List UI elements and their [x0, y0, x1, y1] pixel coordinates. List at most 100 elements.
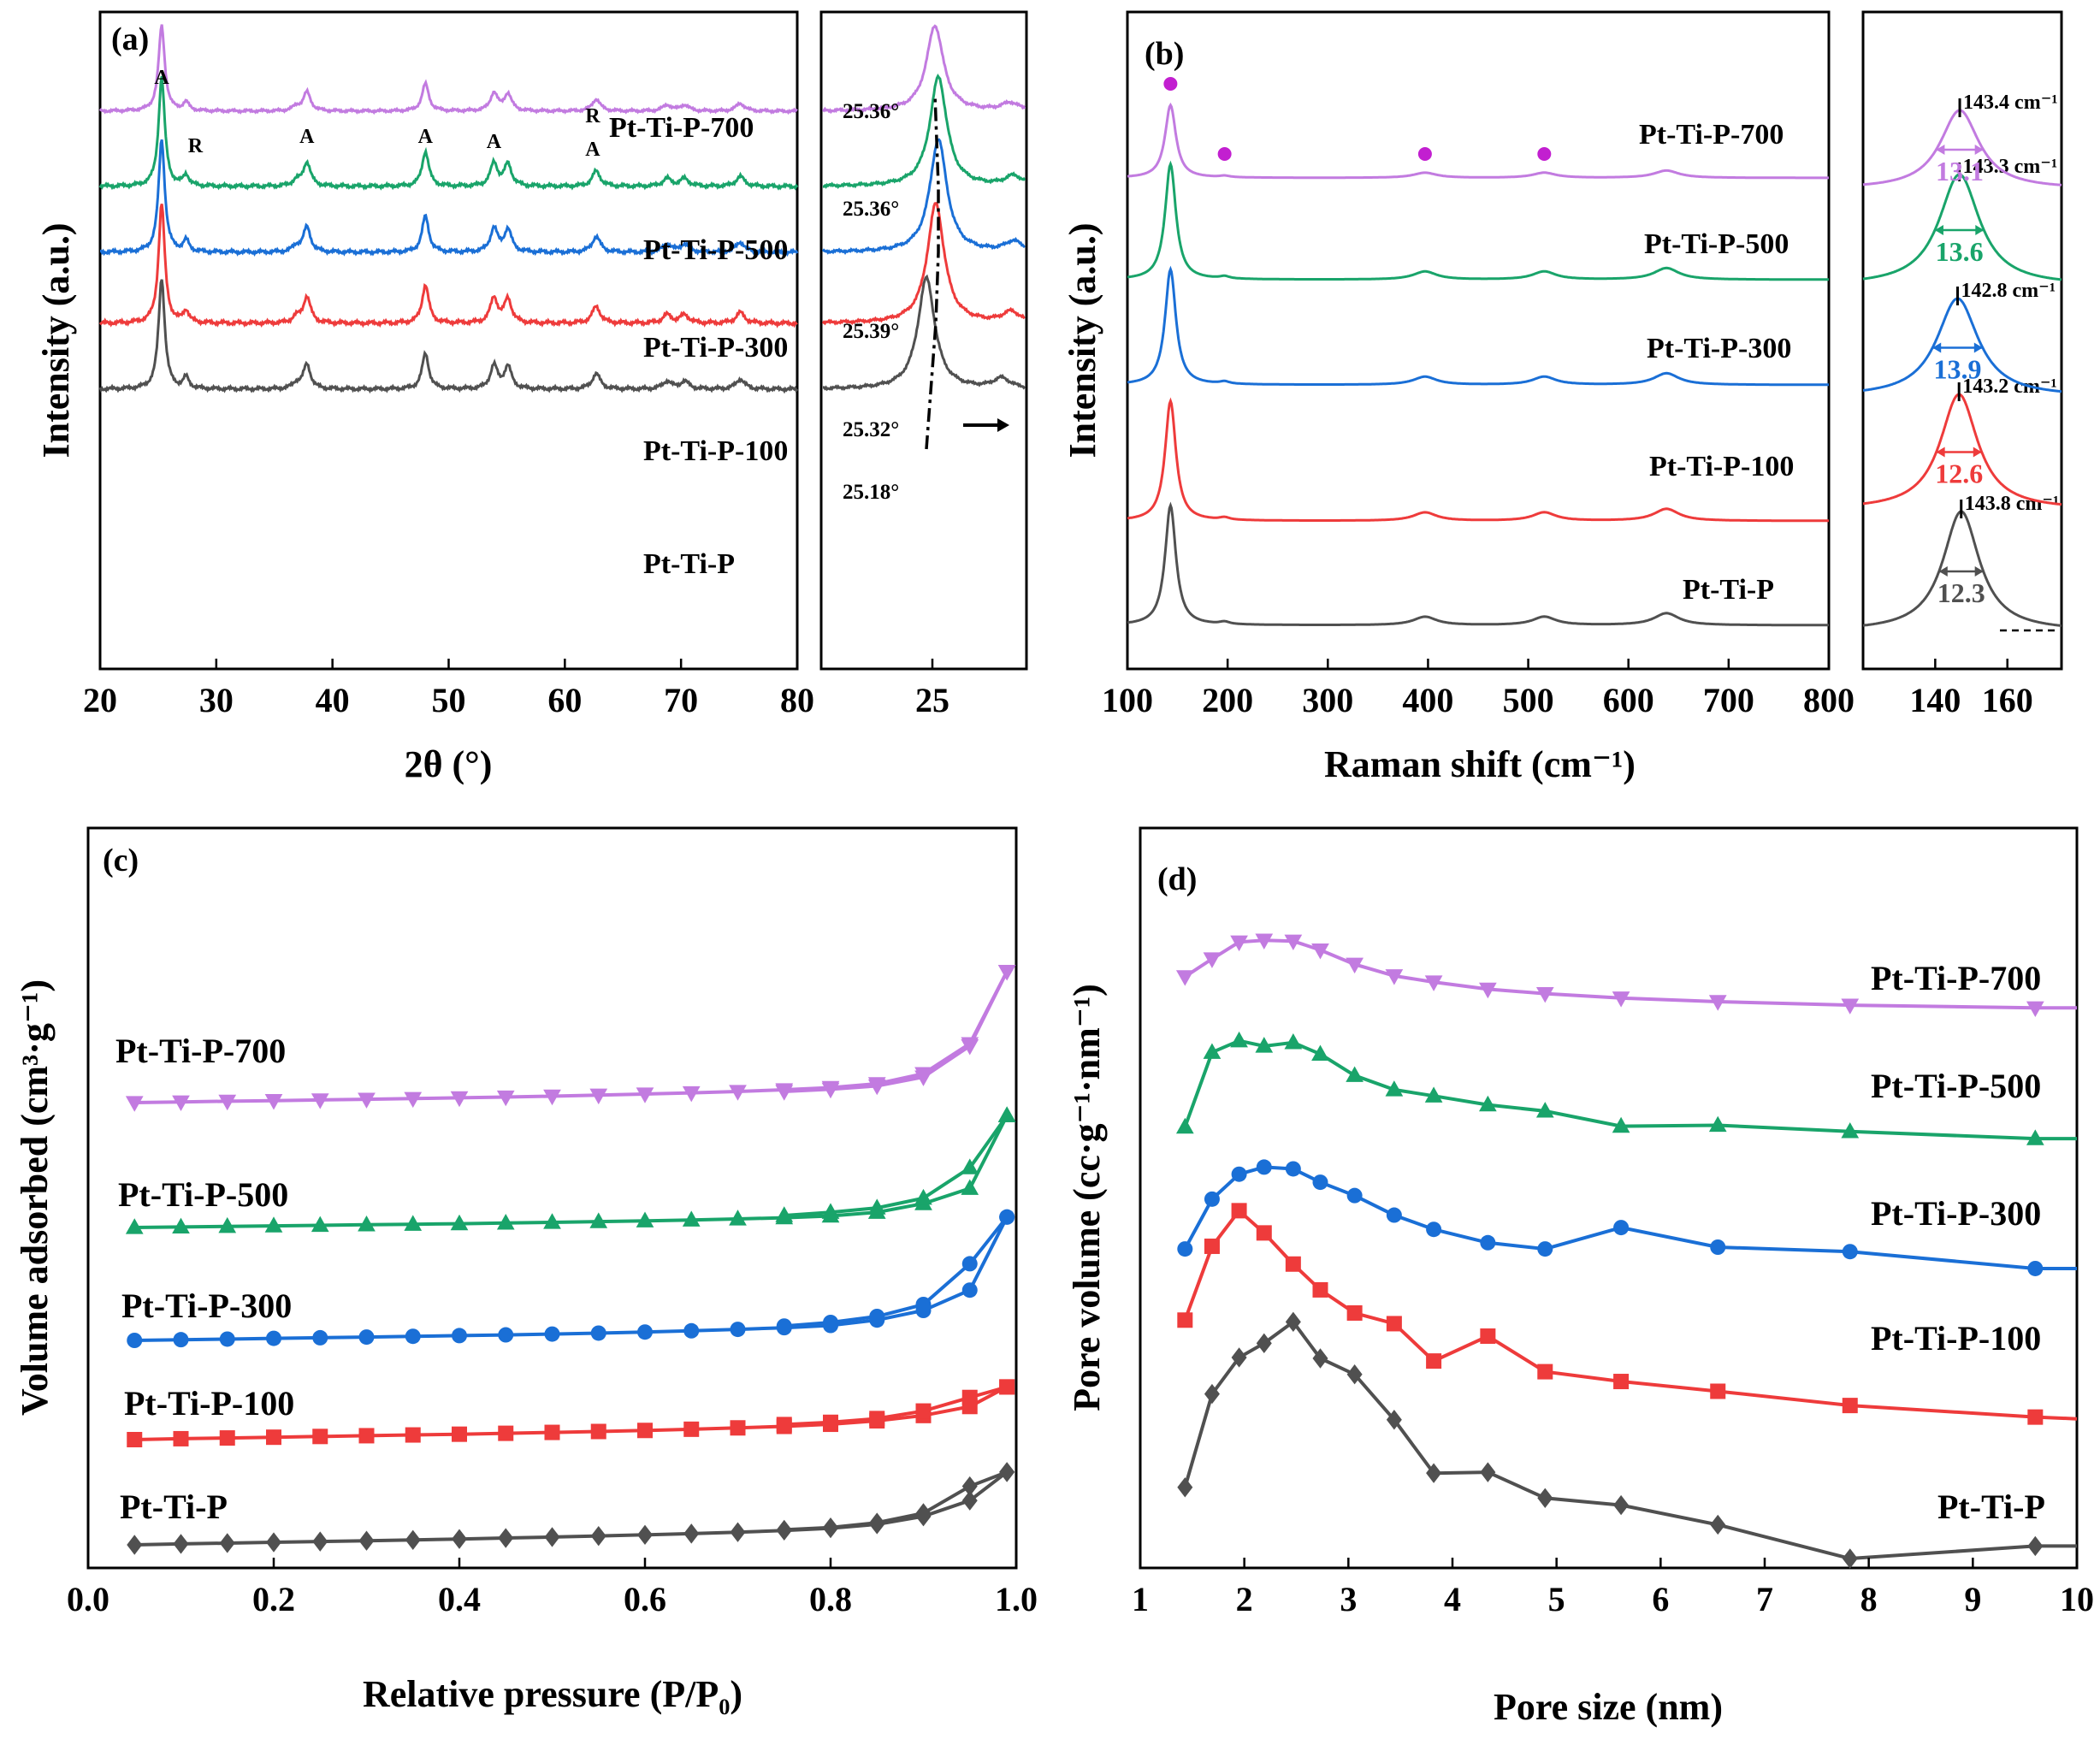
- panel-d-frame: [1139, 826, 2079, 1570]
- data-point: [997, 1106, 1016, 1122]
- data-point: [266, 1429, 281, 1446]
- panel-c-x-tick-label: 0.6: [624, 1580, 666, 1618]
- panel-d-x-tick-label: 10: [2060, 1580, 2094, 1618]
- data-point: [775, 1085, 794, 1101]
- isotherm-label-pt-ti-p: Pt-Ti-P: [120, 1488, 228, 1526]
- data-point: [544, 1424, 560, 1440]
- band-center-label-pt-ti-p: 143.8 cm⁻¹: [1965, 493, 2060, 515]
- desorption-branch: [784, 1216, 1009, 1328]
- data-point: [219, 1430, 235, 1446]
- data-point: [312, 1531, 328, 1552]
- data-point: [1708, 995, 1727, 1011]
- data-point: [1535, 1102, 1554, 1118]
- data-point: [961, 1389, 978, 1405]
- xrd-inset-curve-pt-ti-p-300: [821, 138, 1026, 255]
- peak-position-pt-ti-p-100: 25.32°: [843, 418, 899, 441]
- xrd-curve-pt-ti-p: [98, 279, 799, 394]
- data-point: [219, 1331, 235, 1347]
- panel-d-x-tick-label: 3: [1340, 1580, 1357, 1618]
- data-point: [1256, 1159, 1272, 1175]
- panel-a-label: (a): [111, 21, 149, 57]
- xrd-label-pt-ti-p-500: Pt-Ti-P-500: [643, 234, 788, 266]
- data-point: [173, 1430, 189, 1446]
- anatase-marker: [1417, 147, 1432, 161]
- data-point: [1386, 1316, 1402, 1332]
- data-point: [1385, 1080, 1404, 1097]
- adsorption-branch: [134, 1470, 1009, 1547]
- panel-b-raman: (b) Pt-Ti-PPt-Ti-P-100Pt-Ti-P-300Pt-Ti-P…: [1062, 10, 1855, 785]
- data-point: [961, 1179, 979, 1195]
- data-point: [915, 1403, 932, 1419]
- data-point: [869, 1309, 885, 1324]
- data-point: [682, 1085, 701, 1103]
- data-point: [452, 1529, 467, 1549]
- xrd-inset-curve-pt-ti-p-700: [821, 24, 1026, 115]
- panel-a-x-ticks: 20 30 40 50 60 70 80: [83, 659, 814, 719]
- raman-label-pt-ti-p-700: Pt-Ti-P-700: [1639, 119, 1784, 151]
- data-point: [358, 1428, 375, 1444]
- data-point: [915, 1297, 932, 1312]
- data-point: [961, 1158, 979, 1174]
- phase-label: R: [585, 105, 600, 127]
- data-point: [1535, 986, 1554, 1003]
- xrd-label-pt-ti-p-100: Pt-Ti-P-100: [643, 435, 788, 467]
- data-point: [961, 1039, 979, 1056]
- raman-curve-pt-ti-p-500: [1127, 160, 1829, 281]
- data-point: [1613, 1374, 1630, 1390]
- data-point: [823, 1517, 838, 1538]
- data-point: [1230, 1031, 1248, 1048]
- psd-pt-ti-p-300: [1177, 1159, 2077, 1276]
- isotherm-pt-ti-p: [127, 1462, 1015, 1555]
- psd-label-pt-ti-p-100: Pt-Ti-P-100: [1871, 1319, 2041, 1358]
- data-point: [1204, 1238, 1220, 1254]
- panel-c-x-tick-label: 0.2: [252, 1580, 295, 1618]
- data-point: [404, 1215, 423, 1231]
- psd-pt-ti-p-700: [1175, 933, 2077, 1018]
- data-point: [867, 1198, 886, 1215]
- phase-label: A: [585, 139, 600, 161]
- raman-label-pt-ti-p-300: Pt-Ti-P-300: [1647, 333, 1791, 364]
- panel-b-x-axis-label: Raman shift (cm⁻¹): [1324, 743, 1636, 785]
- panel-c-frame: [86, 826, 1018, 1570]
- panel-b-x-tick-label: 400: [1402, 681, 1453, 719]
- panel-d-x-tick-label: 2: [1236, 1580, 1253, 1618]
- data-point: [127, 1432, 143, 1447]
- raman-inset-curve-pt-ti-p-100: [1862, 393, 2062, 506]
- data-point: [358, 1092, 376, 1109]
- data-point: [543, 1089, 561, 1106]
- band-center-label-pt-ti-p-300: 142.8 cm⁻¹: [1961, 280, 2056, 302]
- panel-d-x-ticks: 1 2 3 4 5 6 7 8 9 10: [1132, 1558, 2094, 1618]
- panel-c-x-ticks: 0.0 0.2 0.4 0.6 0.8 1.0: [67, 1558, 1038, 1618]
- panel-b-x-tick-label: 200: [1202, 681, 1253, 719]
- anatase-marker: [1537, 147, 1552, 161]
- peak-position-pt-ti-p-500: 25.36°: [843, 198, 899, 221]
- data-point: [1710, 1383, 1726, 1399]
- data-point: [1479, 982, 1497, 999]
- xrd-curve-pt-ti-p-300: [99, 139, 799, 257]
- panel-a-x-tick-label: 30: [199, 681, 234, 719]
- data-point: [1230, 935, 1248, 952]
- data-point: [636, 1087, 654, 1103]
- data-point: [2027, 1535, 2044, 1557]
- data-point: [1842, 1398, 1858, 1414]
- data-point: [404, 1091, 423, 1109]
- data-point: [218, 1094, 237, 1111]
- data-point: [1424, 1086, 1443, 1103]
- data-point: [1613, 1494, 1630, 1516]
- peak-shift-trend-line: [925, 93, 940, 450]
- data-point: [776, 1519, 792, 1541]
- data-point: [496, 1090, 515, 1107]
- data-point: [1255, 1037, 1274, 1053]
- isotherm-pt-ti-p-300: [127, 1209, 1015, 1348]
- psd-label-pt-ti-p-700: Pt-Ti-P-700: [1871, 959, 2041, 997]
- data-point: [1842, 1244, 1858, 1260]
- anatase-marker: [1217, 147, 1232, 161]
- anatase-marker: [1163, 77, 1178, 91]
- data-point: [683, 1322, 700, 1339]
- data-point: [1256, 1225, 1272, 1241]
- data-point: [823, 1315, 838, 1330]
- panel-a-x-tick-label: 80: [780, 681, 814, 719]
- data-point: [1346, 1066, 1364, 1082]
